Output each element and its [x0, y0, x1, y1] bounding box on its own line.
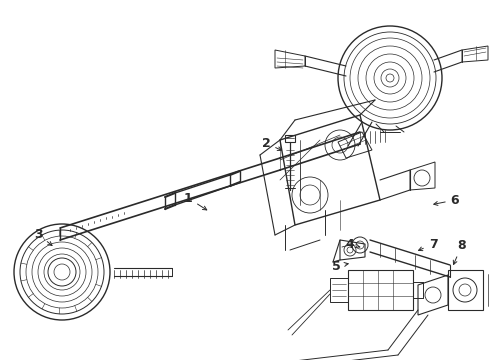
Text: 4: 4 [345, 238, 360, 251]
Text: 2: 2 [262, 136, 282, 150]
Text: 1: 1 [184, 192, 207, 210]
Text: 8: 8 [453, 239, 466, 265]
Text: 6: 6 [434, 194, 459, 207]
Text: 3: 3 [34, 228, 52, 246]
Text: 7: 7 [418, 238, 438, 251]
Text: 5: 5 [332, 260, 348, 273]
